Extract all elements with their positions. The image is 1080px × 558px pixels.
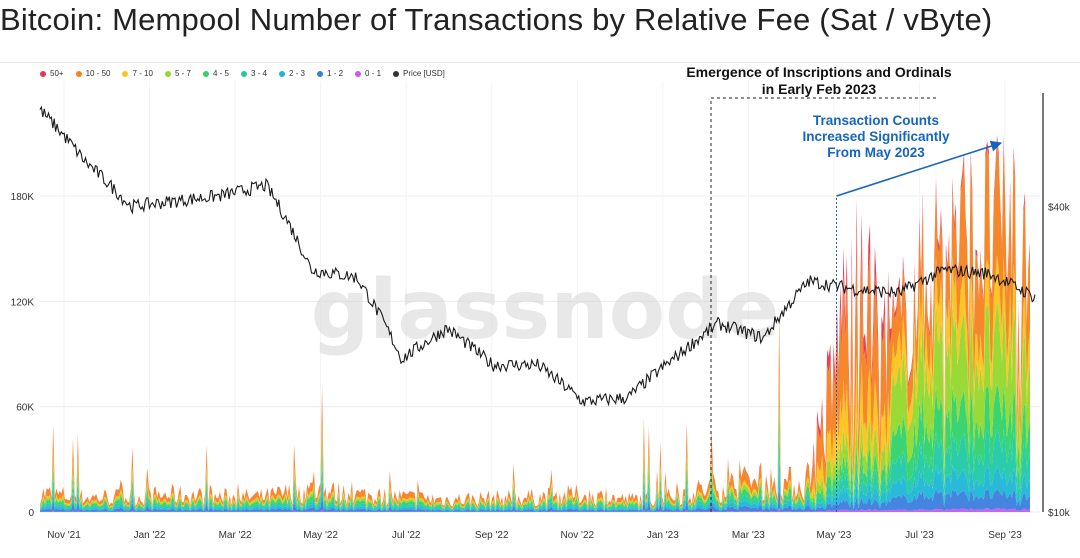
legend-label: 0 - 1 xyxy=(365,69,382,78)
y-axis-tick-label: 0 xyxy=(28,508,34,519)
legend-swatch xyxy=(240,70,247,77)
series-area-0-1 xyxy=(40,508,1030,512)
legend-item[interactable]: 7 - 10 xyxy=(122,69,153,78)
x-axis-tick-label: Mar '22 xyxy=(219,530,252,541)
series-area-1-2 xyxy=(40,484,1030,512)
legend-swatch xyxy=(75,70,82,77)
y-right-tick-label: $40k xyxy=(1048,202,1071,213)
legend: 50+ 10 - 50 7 - 10 5 - 7 4 - 5 3 - 4 2 -… xyxy=(40,69,445,78)
legend-label: 50+ xyxy=(50,69,64,78)
legend-label: 5 - 7 xyxy=(174,69,191,78)
x-axis-tick-label: Jul '23 xyxy=(905,530,934,541)
watermark-text: glassnode xyxy=(311,263,780,358)
legend-swatch xyxy=(355,70,362,77)
annotation-transactions: Transaction Counts Increased Significant… xyxy=(784,113,968,161)
x-axis-tick-label: Sep '22 xyxy=(475,530,509,541)
legend-label: 3 - 4 xyxy=(250,69,267,78)
y-axis-tick-label: 120K xyxy=(11,297,35,308)
legend-swatch xyxy=(122,70,129,77)
legend-label: Price [USD] xyxy=(403,69,445,78)
x-axis-tick-label: Nov '22 xyxy=(560,530,594,541)
title-divider xyxy=(0,62,1080,63)
legend-label: 2 - 3 xyxy=(289,69,306,78)
legend-swatch xyxy=(202,70,209,77)
x-axis-tick-label: May '23 xyxy=(817,530,852,541)
y-right-tick-label: $10k xyxy=(1048,508,1071,519)
y-axis-tick-label: 180K xyxy=(11,192,35,203)
legend-swatch xyxy=(279,70,285,77)
chart-title: Bitcoin: Mempool Number of Transactions … xyxy=(0,2,993,37)
legend-swatch xyxy=(317,70,324,77)
legend-swatch xyxy=(393,70,400,77)
x-axis-tick-label: Jul '22 xyxy=(392,530,421,541)
annotation-line: From May 2023 xyxy=(827,145,925,160)
legend-label: 4 - 5 xyxy=(212,69,229,78)
legend-label: 10 - 50 xyxy=(85,69,111,78)
legend-item[interactable]: 10 - 50 xyxy=(75,69,111,78)
x-axis-tick-label: Jan '22 xyxy=(134,530,166,541)
legend-item[interactable]: 0 - 1 xyxy=(355,69,381,78)
inscriptions-bracket xyxy=(710,97,936,512)
legend-swatch xyxy=(40,70,46,77)
x-axis-tick-label: Nov '21 xyxy=(47,530,81,541)
annotation-line: in Early Feb 2023 xyxy=(761,81,877,97)
legend-item[interactable]: 4 - 5 xyxy=(202,69,229,78)
annotation-line: Increased Significantly xyxy=(802,129,950,144)
x-axis-tick-label: May '22 xyxy=(303,530,338,541)
x-axis-tick-label: Mar '23 xyxy=(732,530,765,541)
annotation-line: Emergence of Inscriptions and Ordinals xyxy=(686,64,952,80)
annotation-inscriptions: Emergence of Inscriptions and Ordinals i… xyxy=(676,64,962,98)
x-axis-tick-label: Jan '23 xyxy=(647,530,679,541)
legend-item[interactable]: 2 - 3 xyxy=(279,69,305,78)
trend-arrow xyxy=(836,140,1003,197)
legend-item[interactable]: Price [USD] xyxy=(393,69,445,78)
legend-item[interactable]: 1 - 2 xyxy=(317,69,343,78)
price-line xyxy=(39,105,1036,407)
legend-label: 7 - 10 xyxy=(132,69,153,78)
x-axis-tick-label: Sep '23 xyxy=(988,530,1022,541)
legend-swatch xyxy=(164,70,171,77)
legend-item[interactable]: 3 - 4 xyxy=(240,69,267,78)
annotation-line: Transaction Counts xyxy=(812,113,939,128)
y-axis-tick-label: 60K xyxy=(16,403,34,414)
legend-item[interactable]: 50+ xyxy=(40,69,64,78)
legend-item[interactable]: 5 - 7 xyxy=(164,69,191,78)
chart-canvas: 0 60K 120K 180K Nov '21 Jan '22 Mar '22 May '22… xyxy=(11,81,1071,541)
legend-label: 1 - 2 xyxy=(327,69,344,78)
